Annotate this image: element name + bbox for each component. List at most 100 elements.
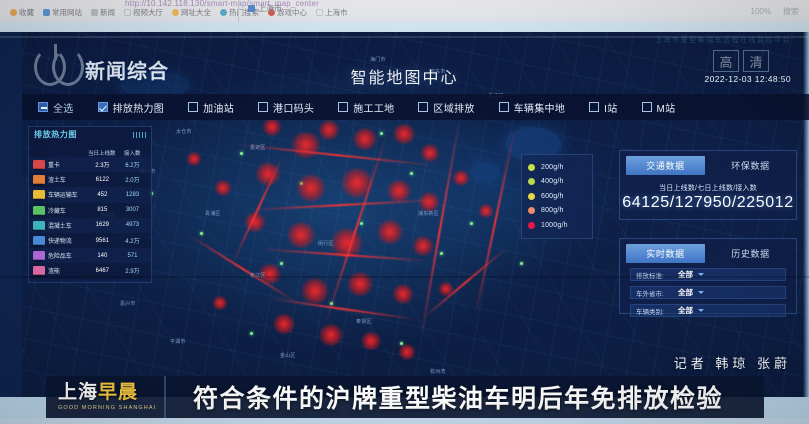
bookmark-item[interactable]: 常用网站 <box>43 7 82 18</box>
filter-province[interactable]: 车外省市: 全部 <box>630 286 786 299</box>
table-row[interactable]: 渣土车 6122 2.0万 <box>29 172 151 187</box>
row-online-count: 2.3万 <box>95 163 110 170</box>
truck-icon <box>33 160 45 171</box>
traffic-panel-tabs[interactable]: 交通数据 环保数据 <box>620 151 796 175</box>
chevron-down-icon[interactable] <box>698 309 704 312</box>
news-headline: 符合条件的沪牌重型柴油车明后年免排放检验 <box>192 385 723 413</box>
table-row[interactable]: 快递物流 9561 4.2万 <box>29 233 151 248</box>
tab-realtime-data[interactable]: 实时数据 <box>626 244 705 263</box>
map-region-label: 启东市 <box>430 69 446 75</box>
map-region-label: 平湖市 <box>170 339 186 345</box>
address-bar-url[interactable]: http://10.142.118.130/smart-map/smart_ma… <box>125 0 319 8</box>
legend-item: 1000g/h <box>528 218 586 233</box>
checkbox-regional-emission[interactable]: 区域排放 <box>418 100 474 115</box>
zoom-level[interactable]: 100% <box>750 7 771 16</box>
platform-title: 上海市重型柴油车远程在线监控平台 <box>655 37 791 44</box>
heatmap-blob <box>296 174 326 202</box>
chevron-down-icon[interactable] <box>698 291 704 294</box>
row-label: 渣能 <box>48 269 60 276</box>
bookmark-item[interactable]: 新闻 <box>91 7 115 18</box>
truck-icon <box>33 175 45 186</box>
bookmark-item[interactable]: 游戏中心 <box>268 7 307 18</box>
heatmap-blob <box>420 144 440 162</box>
bookmark-item[interactable]: 视频大厅 <box>124 7 163 18</box>
map-region-label: 太仓市 <box>176 129 192 135</box>
bookmark-item[interactable]: 上海市 <box>316 7 348 18</box>
row-label: 混凝土车 <box>48 223 72 230</box>
chevron-down-icon[interactable] <box>698 273 704 276</box>
map-region-label: 嘉兴市 <box>120 301 136 307</box>
map-region-label: 青浦区 <box>205 211 221 217</box>
checkbox-box-icon <box>188 102 199 112</box>
heatmap-blob <box>212 296 228 310</box>
realtime-data-panel[interactable]: 实时数据 历史数据 排放标准: 全部 车外省市: 全部 车辆类别: 全部 <box>619 238 797 317</box>
heatmap-blob <box>392 284 414 304</box>
emission-stats-panel[interactable]: 排放热力图 当日上线数 接入数 重卡 2.3万 6.2万 渣土车 6122 2.… <box>28 126 152 283</box>
legend-label: 1000g/h <box>541 221 568 229</box>
table-row[interactable]: 车辆运输车 452 1283 <box>29 187 151 203</box>
traffic-data-panel[interactable]: 交通数据 环保数据 当日上线数/七日上线数/接入数 64125/127950/2… <box>619 150 797 220</box>
bottom-edge-strip <box>0 418 809 424</box>
table-row[interactable]: 冷藏车 815 3007 <box>29 203 151 218</box>
bookmark-item[interactable]: 热门搜索 <box>220 7 259 18</box>
bookmarks-bar[interactable]: 收藏 常用网站 新闻 视频大厅 网址大全 热门搜索 游戏中心 上海市 <box>10 7 348 18</box>
heatmap-blob <box>286 222 316 248</box>
realtime-panel-tabs[interactable]: 实时数据 历史数据 <box>620 239 796 263</box>
heatmap-blob <box>214 180 232 196</box>
checkbox-box-icon <box>38 102 48 112</box>
bookmark-item[interactable]: 网址大全 <box>172 7 211 18</box>
map-region-label: 海门市 <box>370 57 386 63</box>
browser-tab[interactable]: 上海市 <box>248 3 282 14</box>
table-row[interactable]: 混凝土车 1629 4973 <box>29 217 151 233</box>
filter-emission-standard[interactable]: 排放标准: 全部 <box>630 268 786 281</box>
checkbox-construction-site[interactable]: 施工工地 <box>338 100 394 115</box>
map-region-label: 崇明区 <box>150 71 166 77</box>
hd-badge-char: 清 <box>743 50 769 72</box>
program-logo: 上海早晨 GOOD MORNING SHANGHAI <box>46 376 166 418</box>
heatmap-blob <box>392 124 416 144</box>
tab-history-data[interactable]: 历史数据 <box>731 249 770 259</box>
heatmap-blob <box>186 152 202 166</box>
table-row[interactable]: 渣能 6467 2.9万 <box>29 263 151 278</box>
checkbox-m-station[interactable]: M站 <box>641 100 676 115</box>
checkbox-i-station[interactable]: I站 <box>589 100 617 115</box>
truck-icon <box>33 236 45 247</box>
legend-label: 600g/h <box>541 192 564 200</box>
tab-environment-data[interactable]: 环保数据 <box>731 161 770 171</box>
page-title: 智能地图中心 <box>350 70 459 87</box>
chrome-toolbar-right: 100% 搜索 <box>751 6 799 17</box>
row-online-count: 815 <box>97 207 108 214</box>
filter-vehicle-category[interactable]: 车辆类别: 全部 <box>630 304 786 317</box>
channel-logo-text: 新闻综合 <box>85 61 169 83</box>
web-page: 崇明区 宝山区 嘉定区 青浦区 松江区 金山区 闵行区 浦东新区 奉贤区 长江口… <box>0 22 809 424</box>
checkbox-select-all[interactable]: 全选 <box>38 100 74 115</box>
checkbox-vehicle-hub[interactable]: 车辆集中地 <box>498 100 566 115</box>
table-row[interactable]: 重卡 2.3万 6.2万 <box>29 157 151 173</box>
filter-value: 全部 <box>678 306 693 315</box>
bookmark-item[interactable]: 收藏 <box>10 7 34 18</box>
heatmap-blob <box>300 278 330 304</box>
heatmap-blob <box>418 192 440 212</box>
table-row[interactable]: 危险品车 140 571 <box>29 248 151 264</box>
channel-logo-icon <box>34 44 84 86</box>
row-access-count: 1283 <box>125 191 140 198</box>
table-row[interactable]: 外省市 1.0万 3.4万 <box>29 278 151 283</box>
checkbox-emission-heatmap[interactable]: 排放热力图 <box>97 100 165 115</box>
checkbox-gas-station[interactable]: 加油站 <box>188 100 234 115</box>
map-region-label: 金山区 <box>280 353 296 359</box>
kpi-value: 64125/127950/225012 <box>622 194 794 211</box>
heatmap-blob <box>272 314 296 334</box>
search-icon[interactable]: 搜索 <box>783 7 799 16</box>
row-online-count: 1629 <box>95 222 110 229</box>
row-online-count: 1.0万 <box>87 282 118 283</box>
checkbox-port-terminal[interactable]: 港口码头 <box>258 100 314 115</box>
heatmap-blob <box>318 120 340 140</box>
tab-traffic-data[interactable]: 交通数据 <box>626 156 705 175</box>
channel-logo: 新闻综合 <box>34 44 169 86</box>
map-region-label: 闵行区 <box>318 241 334 247</box>
row-online-count: 452 <box>97 191 108 198</box>
legend-color-swatch <box>528 163 535 171</box>
truck-icon <box>33 281 45 282</box>
row-access-count: 3.4万 <box>118 282 147 283</box>
layer-toolbar[interactable]: 全选 排放热力图 加油站 港口码头 施工工地 区域排放 <box>22 94 809 120</box>
